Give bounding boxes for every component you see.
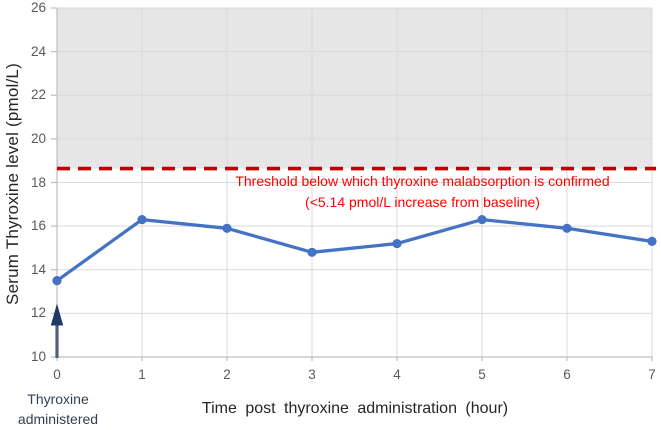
data-point	[307, 247, 317, 257]
y-tick-label: 16	[30, 218, 46, 234]
y-tick-label: 20	[30, 130, 46, 146]
data-point	[647, 236, 657, 246]
threshold-annotation: Threshold below which thyroxine malabsor…	[190, 171, 655, 213]
threshold-annotation-line2: (<5.14 pmol/L increase from baseline)	[305, 194, 540, 210]
data-point	[137, 214, 147, 225]
x-tick-label: 7	[648, 367, 656, 382]
thyroxine-administered-line2: administered	[17, 410, 99, 427]
data-point	[392, 238, 402, 249]
x-tick-label: 0	[53, 367, 61, 382]
y-tick-label: 24	[30, 43, 46, 59]
data-line	[55, 217, 654, 283]
shaded-region	[57, 8, 652, 169]
data-point	[52, 276, 62, 286]
data-point	[222, 223, 232, 233]
y-tick-label: 10	[30, 349, 46, 364]
x-tick-label: 3	[308, 367, 316, 382]
y-tick-label: 14	[30, 261, 46, 277]
y-tick-label: 26	[30, 0, 46, 15]
x-tick-label: 2	[223, 367, 231, 382]
y-tick-label: 22	[30, 87, 46, 103]
data-point	[562, 223, 572, 233]
threshold-annotation-line1: Threshold below which thyroxine malabsor…	[235, 173, 610, 189]
thyroxine-administered-line1: Thyroxine	[27, 391, 89, 407]
y-tick-label: 18	[30, 174, 46, 190]
data-point	[477, 214, 487, 225]
x-axis-title: Time post thyroxine administration (hour…	[201, 400, 509, 417]
administration-arrow-head	[50, 303, 64, 326]
thyroxine-administered-label: Thyroxine administered	[8, 390, 108, 429]
x-tick-label: 6	[563, 367, 571, 382]
y-tick-label: 12	[30, 305, 46, 321]
x-tick-label: 4	[393, 367, 401, 382]
x-tick-label: 5	[478, 367, 486, 382]
x-tick-label: 1	[138, 367, 146, 382]
